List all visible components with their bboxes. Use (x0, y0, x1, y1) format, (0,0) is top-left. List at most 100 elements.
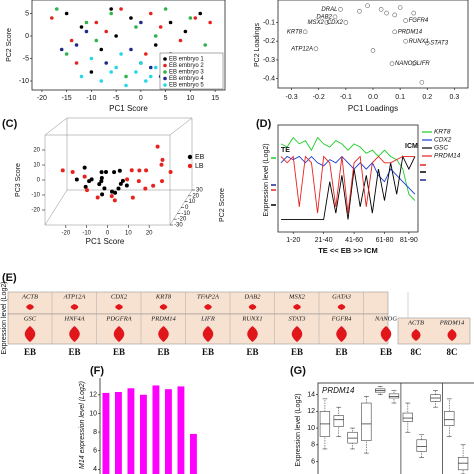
data-point (168, 170, 173, 174)
plot-frame (31, 0, 226, 91)
y-tick-label: 6 (93, 448, 97, 455)
panel-label: (D) (256, 118, 272, 130)
gene-point (302, 29, 308, 35)
bar (165, 389, 172, 474)
gene-label: HNF4A (63, 315, 84, 322)
violin (26, 304, 34, 310)
legend-box (159, 52, 224, 90)
series-line (280, 136, 416, 201)
legend-label: LB (195, 163, 204, 170)
data-point (151, 183, 156, 188)
gene-label: CDX2 (111, 293, 128, 300)
z-axis-label: PC2 Score (219, 188, 226, 222)
data-point (124, 183, 129, 188)
group-label: EB (202, 347, 214, 357)
gene-point (424, 40, 430, 46)
y-axis-label: Expression level (Log2) (1, 281, 8, 354)
group-label: EB (157, 347, 169, 357)
z-tick-label: 10 (189, 199, 196, 205)
bar (152, 385, 160, 474)
data-point (83, 184, 88, 189)
data-point (54, 7, 59, 11)
data-point (85, 188, 89, 193)
gene-label: DRAL (321, 7, 337, 13)
data-point (134, 25, 138, 29)
side-group-label: 8C (447, 347, 458, 357)
legend-label: KRT8 (434, 129, 451, 136)
loading-point (370, 48, 376, 53)
y-tick-label: 12 (307, 408, 315, 415)
bar (102, 392, 110, 474)
data-point (136, 179, 141, 184)
data-point (100, 192, 105, 197)
group-label: EB (291, 347, 303, 357)
z-tick-label: -20 (178, 217, 187, 223)
side-panel (397, 317, 471, 345)
violin (380, 326, 392, 342)
data-point (144, 52, 148, 56)
data-point (178, 38, 183, 43)
x-tick-label: 0 (139, 95, 143, 102)
data-point (59, 47, 64, 52)
x-tick-label: -20 (61, 231, 70, 237)
plot-frame (317, 382, 474, 474)
gene-point (332, 14, 338, 20)
y-tick-label: 0 (25, 33, 29, 40)
data-point (49, 16, 54, 20)
y-tick-label: 10 (89, 410, 97, 417)
data-point (139, 20, 143, 25)
data-point (129, 47, 133, 52)
panel-title: PRDM14 (322, 386, 355, 395)
violin (337, 304, 346, 310)
data-point (160, 157, 165, 162)
group-label: EB (380, 347, 392, 357)
y-tick-label: 4 (93, 466, 97, 473)
violin (113, 326, 125, 342)
legend-swatch (163, 83, 167, 87)
data-point (79, 25, 84, 29)
data-point (110, 189, 114, 194)
box-edge (169, 117, 193, 136)
data-point (120, 178, 125, 183)
row-bottom (7, 313, 389, 345)
data-point (118, 181, 123, 186)
box (333, 415, 344, 427)
x-tick-label: 0.3 (450, 94, 460, 101)
data-point (104, 29, 109, 34)
violin (336, 326, 347, 342)
data-point (84, 20, 89, 25)
loading-point (357, 8, 362, 14)
y-axis-label: PC3 Score (15, 163, 22, 197)
data-point (159, 162, 164, 167)
violin (202, 326, 214, 342)
data-point (208, 20, 212, 25)
gene-label: STAT3 (430, 41, 448, 47)
x-tick-label: -20 (37, 95, 47, 102)
panel-label: (E) (2, 272, 17, 284)
x-axis-label: PC1 Loadings (348, 104, 398, 113)
data-point (203, 43, 208, 47)
box (402, 412, 413, 422)
y-tick-label: 10 (307, 425, 315, 432)
legend-swatch (163, 57, 167, 61)
violin (291, 326, 303, 342)
data-point (153, 43, 158, 47)
gene-label: GATA3 (332, 293, 352, 300)
gene-label: PRDM14 (150, 315, 176, 322)
data-point (160, 179, 164, 184)
x-tick-label: 1-20 (286, 237, 300, 244)
gene-label: CDX2 (327, 20, 344, 26)
data-point (134, 70, 138, 74)
data-point (99, 79, 104, 83)
group-label: EB (68, 347, 80, 357)
data-point (89, 56, 94, 61)
data-point (163, 7, 168, 11)
panel-label: (G) (290, 365, 306, 377)
loading-point (392, 12, 398, 18)
x-tick-label: -15 (62, 95, 72, 102)
legend-label: EB embryo 1 (169, 57, 204, 63)
data-point (113, 190, 118, 195)
data-point (158, 25, 163, 29)
data-point (153, 65, 158, 70)
